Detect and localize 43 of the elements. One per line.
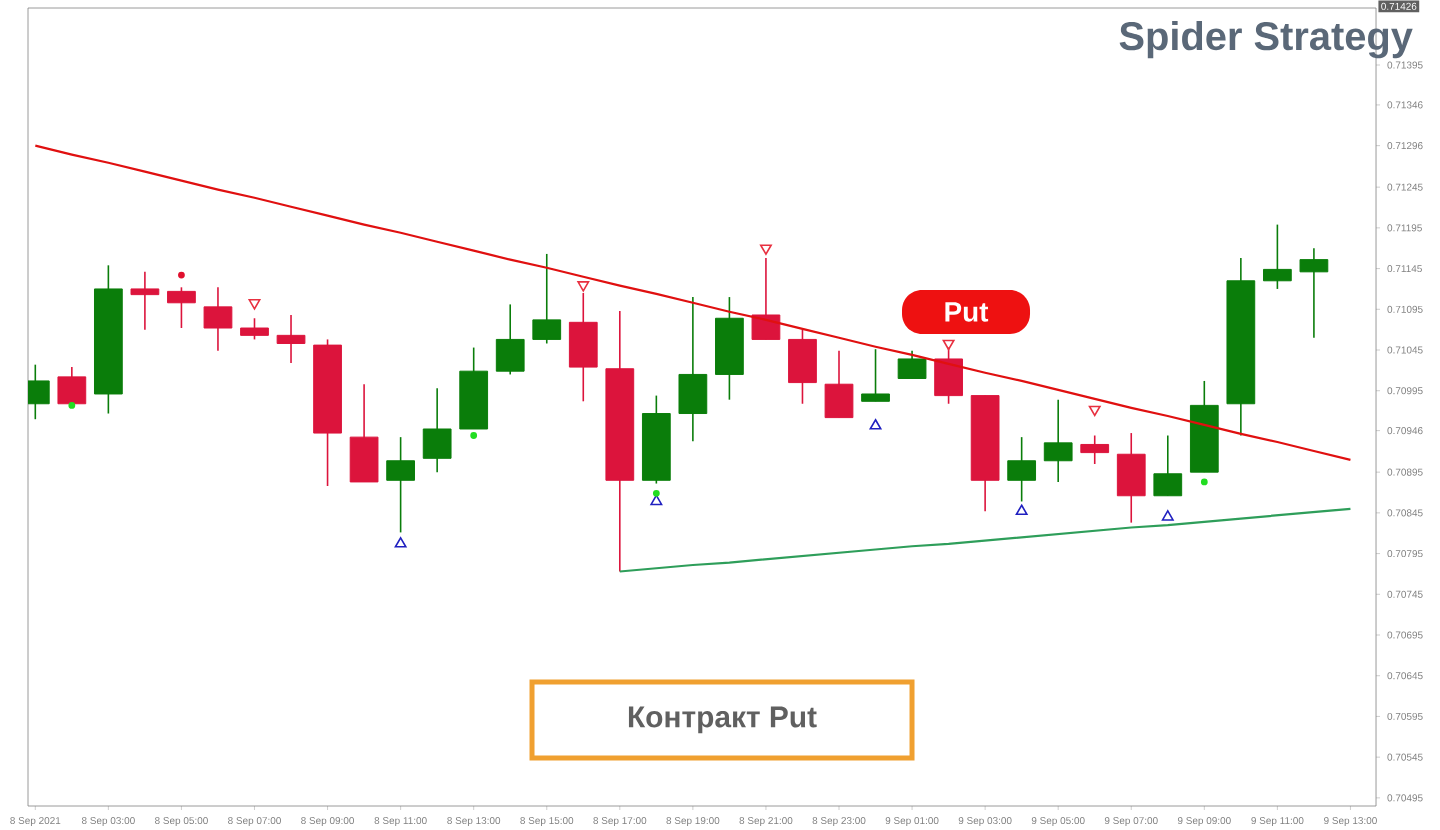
point [470,432,478,439]
candlestick [276,314,306,364]
point [248,298,261,310]
annotation: Контракт Put [628,706,817,734]
candlestick [678,296,708,442]
candlestick [751,257,781,341]
candlestick [568,292,598,403]
candlestick [824,350,854,419]
point [178,271,185,279]
point [394,537,407,548]
candlestick [349,383,379,483]
candlestick [897,350,927,380]
candlestick [422,387,452,473]
candlestick [1007,436,1037,503]
candlestick [203,286,233,352]
point [759,244,772,256]
point [942,339,955,351]
point [1015,504,1028,516]
candlestick [861,348,890,403]
candlestick [130,271,160,331]
candlestick [386,436,415,534]
point [1200,478,1208,486]
point [1161,510,1174,521]
candlestick [1043,398,1073,483]
line-series [34,144,1352,462]
point [1088,405,1101,417]
annotation: Put [945,302,989,322]
point [869,418,882,430]
candlestick [1080,434,1110,465]
candlestick [57,366,87,405]
candlestick [1153,434,1183,497]
point [652,489,660,497]
candlestick [1299,247,1329,339]
candlestick [495,303,525,376]
point [68,401,76,409]
candlestick [1116,432,1146,524]
chart-title: Spider Strategy [1119,21,1413,59]
candlestick [167,286,196,329]
candlestick [1263,223,1292,290]
candlestick [788,328,817,405]
candlestick [240,317,269,341]
point [577,281,590,292]
candlestick [532,253,562,345]
